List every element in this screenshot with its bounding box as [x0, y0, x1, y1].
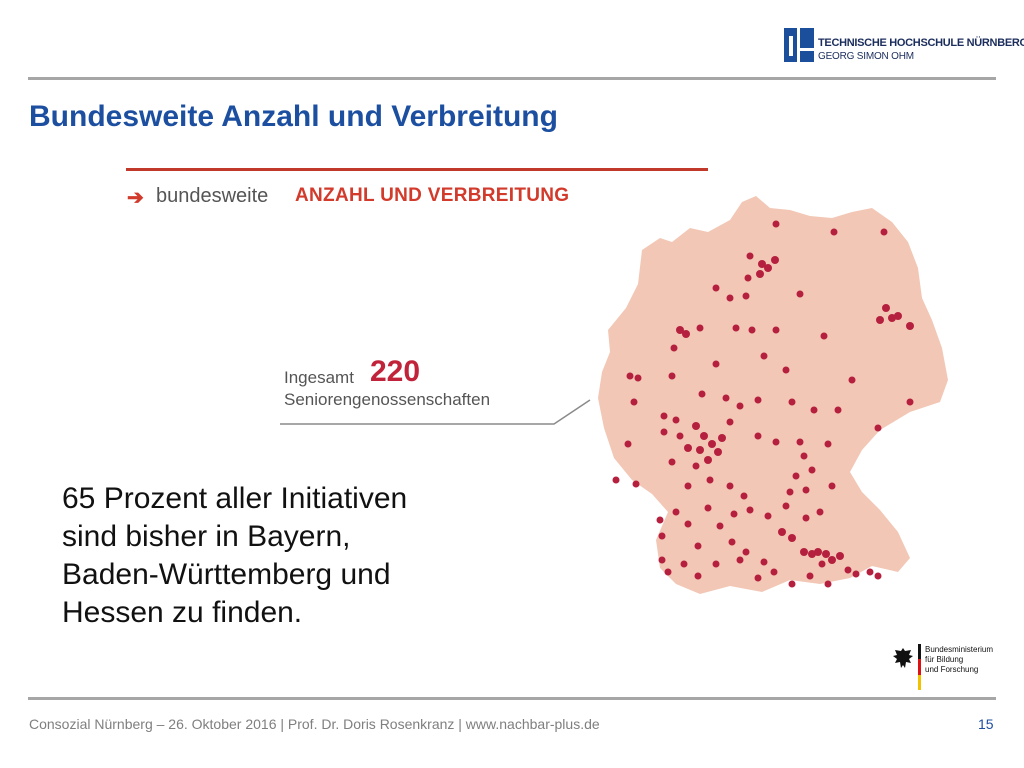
body-line: Baden-Württemberg und: [62, 558, 391, 591]
bottom-divider: [28, 697, 996, 700]
university-logo-icon: [784, 28, 814, 62]
eagle-icon: [893, 648, 913, 668]
graphic-heading-main: ANZAHL UND VERBREITUNG: [295, 185, 570, 206]
logo-line-1: TECHNISCHE HOCHSCHULE NÜRNBERG: [818, 37, 1024, 49]
footer-text: Consozial Nürnberg – 26. Oktober 2016 | …: [29, 716, 600, 732]
university-logo: TECHNISCHE HOCHSCHULE NÜRNBERG GEORG SIM…: [784, 26, 1024, 66]
germany-map-icon: [598, 196, 948, 594]
top-divider: [28, 77, 996, 80]
flag-stripe: [918, 644, 921, 690]
callout-line: [280, 399, 591, 425]
body-line: sind bisher in Bayern,: [62, 520, 351, 553]
total-count: 220: [370, 355, 421, 388]
sponsor-line: Bundesministerium: [925, 645, 994, 654]
sponsor-line: für Bildung: [925, 655, 964, 664]
slide-title: Bundesweite Anzahl und Verbreitung: [29, 100, 558, 133]
sponsor-name: Bundesministerium für Bildung und Forsch…: [925, 645, 993, 675]
body-line: Hessen zu finden.: [62, 596, 303, 629]
total-prefix: Ingesamt: [284, 368, 354, 387]
sponsor-line: und Forschung: [925, 665, 979, 674]
total-suffix: Seniorengenossenschaften: [284, 390, 491, 409]
graphic-red-rule: [126, 168, 708, 171]
body-line: 65 Prozent aller Initiativen: [62, 482, 408, 515]
body-text: 65 Prozent aller Initiativen sind bisher…: [62, 480, 482, 632]
arrow-right-icon: ➔: [127, 187, 144, 209]
graphic-heading-prefix: bundesweite: [156, 185, 269, 207]
sponsor-logo: Bundesministerium für Bildung und Forsch…: [888, 636, 1000, 694]
page-number: 15: [978, 716, 994, 732]
logo-line-2: GEORG SIMON OHM: [818, 51, 914, 62]
